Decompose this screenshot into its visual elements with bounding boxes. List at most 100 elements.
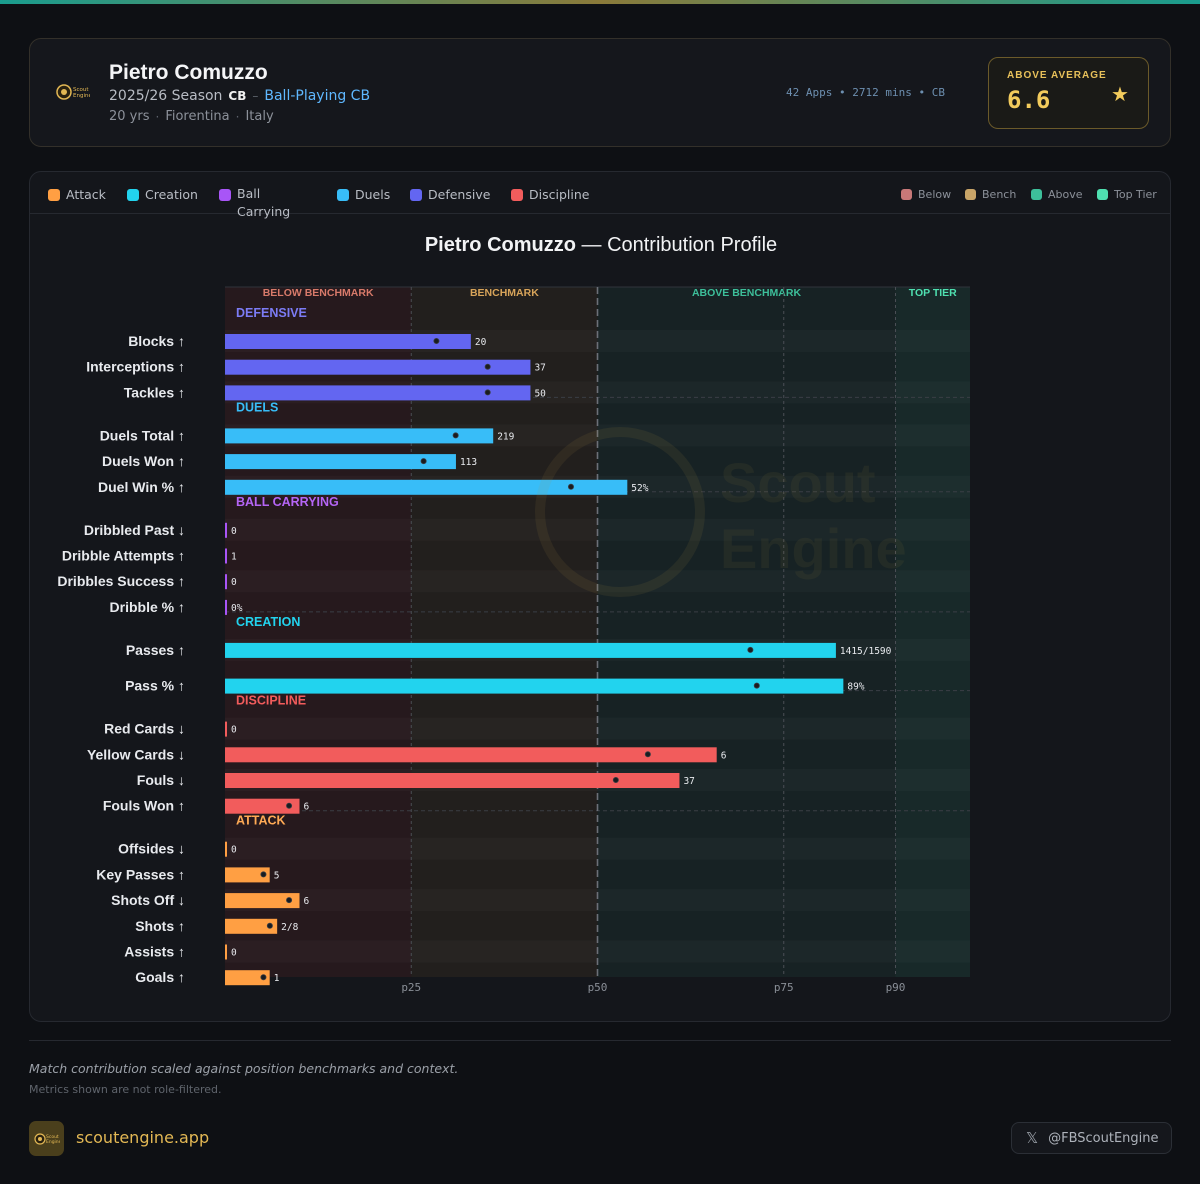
legend-swatch [1097, 189, 1108, 200]
watermark-logo-icon [535, 427, 705, 597]
percentile-marker [420, 458, 427, 465]
metric-label: Fouls Won ↑ [103, 798, 185, 814]
metric-label: Dribble Attempts ↑ [62, 548, 185, 564]
metric-value: 1 [231, 552, 237, 563]
metric-label: Pass % ↑ [125, 678, 185, 694]
metric-value: 50 [534, 388, 546, 399]
metric-label: Yellow Cards ↓ [87, 746, 185, 762]
metric-label: Fouls ↓ [137, 772, 185, 788]
footer-subnote: Metrics shown are not role-filtered. [29, 1083, 222, 1096]
chart-title-dash: — [582, 234, 608, 256]
legend-swatch [48, 189, 60, 201]
metric-value: 0 [231, 577, 237, 588]
percentile-marker [612, 777, 619, 784]
brand-link[interactable]: scoutengine.app [76, 1128, 210, 1147]
group-label: CREATION [236, 615, 300, 629]
metric-value: 6 [304, 802, 310, 813]
legend-label: Attack [66, 187, 106, 202]
group-label: ATTACK [236, 814, 286, 828]
metric-value: 0 [231, 526, 237, 537]
legend-bar: Attack Creation Ball Carrying Duels Defe… [30, 172, 1170, 219]
rating-label: ABOVE AVERAGE [1007, 70, 1107, 81]
metric-label: Shots ↑ [135, 918, 185, 934]
zone-band [895, 287, 970, 977]
x-tick-label: p25 [401, 981, 421, 994]
legend-label: Defensive [428, 187, 491, 202]
metric-bar [225, 747, 717, 763]
player-name: Pietro Comuzzo [109, 61, 268, 84]
legend-label: Creation [145, 187, 198, 202]
metric-value: 89% [847, 682, 864, 693]
metric-bar [225, 334, 471, 349]
metric-bar [225, 479, 628, 495]
legend-label: Discipline [529, 187, 590, 202]
metric-bar [225, 428, 494, 444]
metric-bar [225, 970, 270, 986]
metric-bar [225, 841, 227, 857]
percentile-marker [644, 751, 651, 758]
x-tick-label: p75 [774, 981, 794, 994]
percentile-marker [747, 646, 754, 653]
zone-band [597, 287, 896, 977]
brand-mark-icon: Scout Engine [33, 1132, 60, 1145]
social-handle: @FBScoutEngine [1048, 1130, 1159, 1146]
metric-label: Shots Off ↓ [111, 892, 185, 908]
metric-label: Goals ↑ [135, 969, 185, 985]
zone-label: BELOW BENCHMARK [263, 287, 374, 299]
metric-value: 6 [304, 896, 310, 907]
legend-swatch [410, 189, 422, 201]
metric-label: Dribble % ↑ [110, 599, 185, 615]
metric-label: Duels Total ↑ [100, 427, 185, 443]
rating-value: 6.6 [1007, 86, 1051, 114]
legend-swatch [127, 189, 139, 201]
club-label: Fiorentina [165, 109, 230, 124]
percentile-marker [452, 432, 459, 439]
legend-tier-below: Below [901, 188, 951, 201]
percentile-marker [260, 871, 267, 878]
zone-band [225, 287, 412, 977]
metric-label: Red Cards ↓ [104, 721, 185, 737]
group-label: DISCIPLINE [236, 694, 306, 708]
legend-item-attack: Attack [48, 187, 106, 202]
contribution-chart: Pietro Comuzzo — Contribution Profile BEL… [57, 234, 970, 994]
metric-value: 6 [721, 750, 727, 761]
metric-value: 0 [231, 948, 237, 959]
zone-band [411, 287, 598, 977]
legend-item-defensive: Defensive [410, 187, 490, 202]
watermark-logo-icon: Scout [720, 451, 876, 514]
legend-label: Bench [982, 188, 1017, 201]
metric-label: Interceptions ↑ [86, 359, 185, 375]
metric-bar [225, 893, 300, 909]
svg-text:Engine: Engine [73, 93, 90, 99]
legend-tier-bench: Bench [965, 188, 1016, 201]
scout-engine-logo-icon: Scout Engine [56, 84, 90, 100]
zone-label: TOP TIER [909, 287, 957, 299]
zone-label: BENCHMARK [470, 287, 539, 299]
metric-label: Assists ↑ [124, 944, 185, 960]
metric-value: 0% [231, 603, 243, 614]
legend-item-creation: Creation [127, 187, 198, 202]
metric-bar [225, 642, 836, 658]
metric-label: Blocks ↑ [128, 333, 185, 349]
metric-value: 20 [475, 337, 487, 348]
metric-bar [225, 522, 227, 538]
group-label: DEFENSIVE [236, 306, 307, 320]
social-link[interactable]: 𝕏 @FBScoutEngine [1011, 1122, 1172, 1154]
metric-label: Duels Won ↑ [102, 453, 185, 469]
percentile-marker [484, 389, 491, 396]
metric-bar [225, 944, 227, 960]
metric-bar [225, 574, 227, 590]
metric-label: Passes ↑ [126, 642, 185, 658]
brand-logo-icon: Scout Engine [29, 1121, 64, 1156]
metric-value: 1 [274, 973, 280, 984]
metric-bar [225, 678, 844, 694]
metric-bar [225, 359, 531, 375]
legend-tier-top: Top Tier [1097, 188, 1157, 201]
rating-badge: ABOVE AVERAGE 6.6 ★ [988, 57, 1149, 129]
percentile-marker [266, 922, 273, 929]
metric-bar [225, 454, 456, 470]
chart-card: Attack Creation Ball Carrying Duels Defe… [29, 171, 1171, 1022]
legend-swatch [1031, 189, 1042, 200]
metric-bar [225, 773, 680, 788]
metric-bar [225, 721, 227, 737]
